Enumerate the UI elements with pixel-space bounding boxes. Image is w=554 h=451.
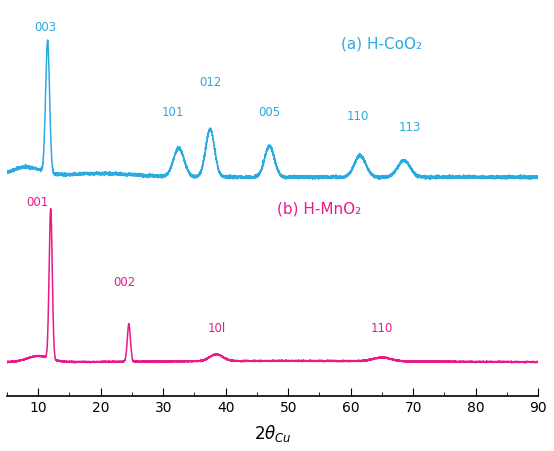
Text: 101: 101 bbox=[161, 106, 184, 119]
Text: 110: 110 bbox=[347, 110, 370, 123]
Text: 113: 113 bbox=[399, 120, 421, 133]
Text: (b) H-MnO₂: (b) H-MnO₂ bbox=[278, 202, 362, 216]
Text: 005: 005 bbox=[258, 106, 280, 119]
Text: 012: 012 bbox=[199, 77, 221, 89]
Text: 001: 001 bbox=[26, 197, 48, 209]
Text: 110: 110 bbox=[371, 322, 393, 336]
X-axis label: 2$\theta_{Cu}$: 2$\theta_{Cu}$ bbox=[254, 423, 291, 444]
Text: (a) H-CoO₂: (a) H-CoO₂ bbox=[341, 36, 423, 51]
Text: 003: 003 bbox=[35, 22, 57, 34]
Text: 10l: 10l bbox=[207, 322, 225, 336]
Text: 002: 002 bbox=[114, 276, 136, 289]
